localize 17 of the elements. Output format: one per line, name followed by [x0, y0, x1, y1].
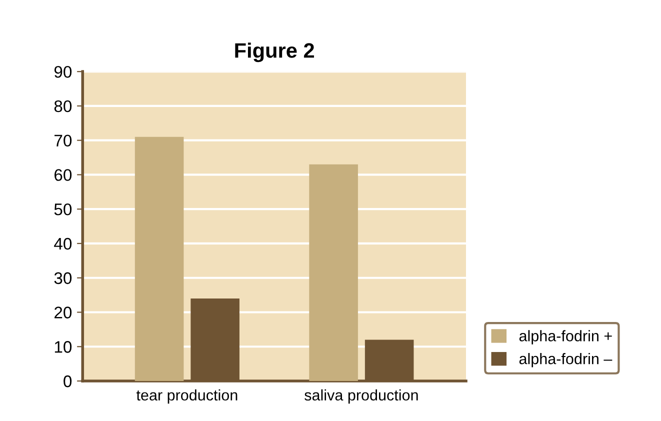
y-tick-label: 20: [54, 306, 72, 318]
y-tick-label: 50: [54, 204, 72, 216]
y-tick-label: 60: [54, 169, 72, 181]
bar: [134, 136, 184, 382]
x-tick-label: saliva production: [304, 389, 418, 404]
y-tick-label: 80: [54, 100, 72, 112]
y-tick-label: 30: [54, 272, 72, 284]
y-tick-label: 10: [54, 341, 72, 353]
legend-label: alpha-fodrin –: [519, 353, 612, 368]
chart-title: Figure 2: [235, 42, 314, 62]
bar: [309, 164, 358, 382]
y-tick-label: 90: [54, 66, 72, 78]
y-tick-label: 0: [64, 375, 72, 388]
legend-label: alpha-fodrin +: [519, 330, 612, 344]
x-tick-label: tear production: [136, 389, 238, 404]
y-tick-label: 40: [54, 238, 72, 250]
y-tick-label: 70: [54, 134, 72, 147]
